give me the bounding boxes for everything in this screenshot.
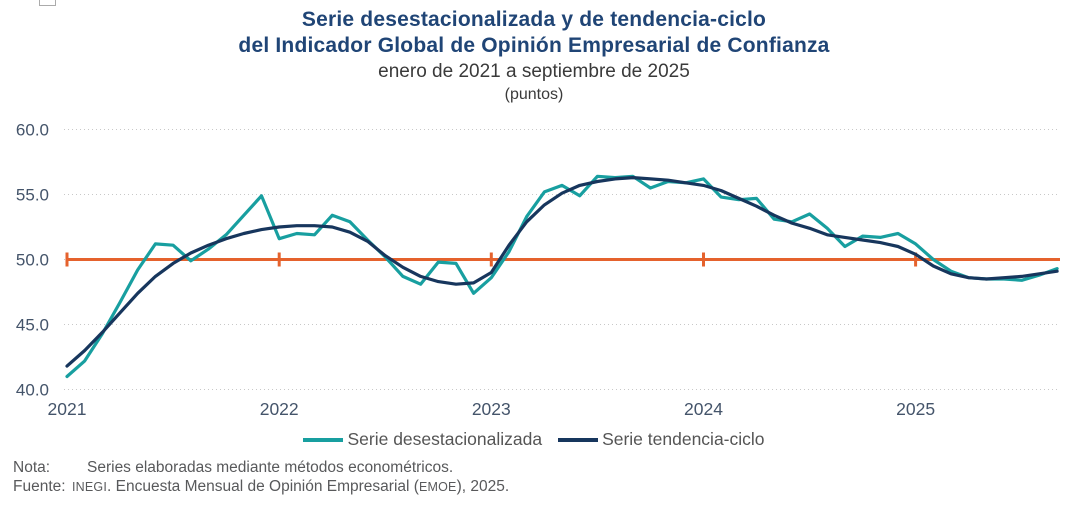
teal-line-swatch-icon [303, 437, 344, 442]
fuente-inegi: INEGI [72, 480, 108, 494]
title-block: Serie desestacionalizada y de tendencia-… [0, 7, 1068, 105]
legend-item-desestacionalizada: Serie desestacionalizada [303, 429, 542, 450]
fuente-row: Fuente: INEGI. Encuesta Mensual de Opinió… [13, 477, 509, 497]
legend-label: Serie desestacionalizada [347, 429, 543, 449]
chart-legend: Serie desestacionalizada Serie tendencia… [0, 429, 1068, 450]
y-axis-tick-label: 50.0 [16, 251, 49, 270]
chart-subtitle: enero de 2021 a septiembre de 2025 [378, 61, 690, 82]
y-axis-tick-label: 40.0 [16, 381, 49, 400]
x-axis-tick-label: 2025 [896, 399, 935, 419]
series-line [65, 175, 1059, 368]
chart-title-line1: Serie desestacionalizada y de tendencia-… [301, 8, 767, 31]
y-axis-tick-label: 55.0 [16, 186, 49, 205]
x-axis-tick-label: 2022 [260, 399, 299, 419]
x-axis-tick-label: 2024 [684, 399, 723, 419]
legend-item-tendencia-ciclo: Serie tendencia-ciclo [558, 429, 765, 450]
x-axis-tick-label: 2023 [472, 399, 511, 419]
chart-title-line2: del Indicador Global de Opinión Empresar… [238, 34, 830, 57]
fuente-middle: . Encuesta Mensual de Opinión Empresaria… [107, 478, 419, 495]
watermark-fragment: . .. ... .. . [922, 489, 994, 496]
series-line [65, 174, 1059, 379]
y-axis-tick-label: 45.0 [16, 316, 49, 335]
footnotes: Nota: Series elaboradas mediante métodos … [13, 458, 509, 497]
cropped-ui-fragment [39, 0, 56, 6]
navy-line-swatch-icon [558, 437, 599, 442]
nota-text: Series elaboradas mediante métodos econo… [87, 459, 454, 476]
y-axis-tick-label: 60.0 [16, 121, 49, 140]
fuente-suffix: ), 2025. [456, 478, 510, 495]
x-axis-tick-label: 2021 [48, 399, 87, 419]
nota-label: Nota: [13, 459, 51, 476]
fuente-label: Fuente: [13, 478, 66, 495]
nota-row: Nota: Series elaboradas mediante métodos … [13, 458, 509, 477]
legend-label: Serie tendencia-ciclo [602, 429, 765, 449]
fuente-emoe: EMOE [418, 480, 457, 494]
chart-units-label: (puntos) [504, 86, 564, 103]
